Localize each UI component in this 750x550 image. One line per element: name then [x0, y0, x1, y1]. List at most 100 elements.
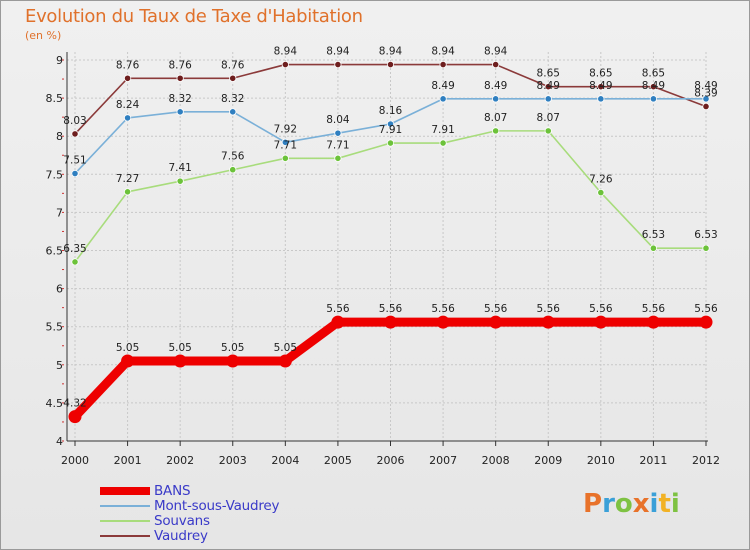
data-label: 7.56	[221, 151, 245, 163]
data-point	[597, 95, 605, 103]
y-tick-label: 9	[56, 54, 63, 67]
data-label: 8.76	[168, 59, 192, 71]
data-label: 8.65	[537, 68, 560, 80]
series-group	[68, 60, 713, 424]
data-label: 5.56	[484, 303, 508, 315]
y-tick-label: 5	[56, 359, 63, 372]
data-point	[121, 354, 135, 368]
logo-letter: x	[632, 489, 650, 519]
data-point	[594, 315, 608, 329]
data-label: 6.53	[694, 229, 717, 241]
data-point	[544, 127, 552, 135]
data-label: 7.27	[116, 173, 139, 185]
chart-title: Evolution du Taux de Taxe d'Habitation	[25, 6, 363, 27]
data-label: 7.71	[274, 139, 297, 151]
data-point	[386, 139, 395, 147]
data-label: 8.32	[221, 93, 244, 105]
x-tick-label: 2011	[639, 454, 667, 467]
x-tick-label: 2002	[166, 454, 194, 467]
data-point	[544, 95, 552, 103]
data-labels: 4.32 5.05 5.05 5.05 5.05 5.56 5.56 5.56 5.56 5.56…	[63, 46, 718, 410]
data-label: 8.49	[431, 80, 454, 92]
x-tick-label: 2010	[587, 454, 615, 467]
data-label: 8.65	[642, 68, 665, 80]
data-point	[702, 102, 710, 111]
legend-swatch	[100, 520, 150, 522]
data-point	[492, 127, 500, 135]
data-label: 5.56	[694, 303, 718, 315]
data-point	[597, 83, 605, 91]
data-label: 8.16	[379, 105, 403, 117]
data-label: 5.56	[537, 303, 561, 315]
data-label: 5.05	[221, 342, 244, 354]
data-point	[71, 130, 79, 138]
data-point	[123, 188, 132, 196]
data-label: 7.91	[431, 124, 454, 136]
chart-subtitle: (en %)	[25, 29, 62, 42]
data-label: 5.56	[589, 303, 613, 315]
data-point	[229, 166, 237, 174]
data-point	[597, 188, 605, 197]
data-point	[439, 60, 447, 69]
data-point	[541, 315, 555, 329]
y-tick-label: 7	[56, 206, 63, 219]
data-point	[278, 354, 292, 368]
data-point	[334, 60, 342, 69]
data-label: 7.71	[326, 139, 349, 151]
legend-label: Mont-sous-Vaudrey	[154, 498, 280, 514]
data-label: 5.56	[326, 303, 350, 315]
data-point	[176, 108, 184, 116]
data-label: 5.56	[642, 303, 666, 315]
x-tick-label: 2012	[692, 454, 720, 467]
data-label: 8.49	[484, 80, 507, 92]
data-point	[492, 95, 500, 103]
data-point	[439, 95, 447, 103]
data-label: 8.94	[379, 46, 403, 58]
data-point	[702, 95, 710, 103]
data-label: 5.56	[431, 303, 455, 315]
data-label: 7.91	[379, 124, 402, 136]
legend-swatch	[100, 535, 150, 537]
data-point	[176, 177, 184, 185]
data-point	[649, 95, 658, 103]
y-tick-label: 7.5	[46, 168, 64, 181]
data-label: 7.26	[589, 174, 613, 186]
data-point	[386, 120, 395, 128]
data-label: 8.94	[431, 46, 455, 58]
y-tick-label: 4.5	[46, 397, 64, 410]
data-point	[649, 244, 658, 252]
data-label: 8.04	[326, 114, 350, 126]
legend-swatch	[100, 487, 150, 495]
data-point	[489, 315, 503, 329]
data-point	[229, 74, 237, 82]
data-point	[436, 315, 450, 329]
x-tick-label: 2004	[271, 454, 299, 467]
data-point	[544, 83, 552, 91]
logo-letter: o	[614, 489, 633, 519]
data-label: 8.49	[537, 80, 560, 92]
y-tick-label: 6.5	[46, 245, 64, 258]
data-label: 7.51	[63, 155, 86, 167]
logo-letter: r	[602, 489, 615, 519]
data-point	[281, 60, 289, 69]
data-point	[123, 74, 132, 82]
data-point	[439, 139, 447, 147]
data-point	[226, 354, 240, 368]
logo-letter: P	[583, 489, 603, 519]
data-label: 6.35	[63, 243, 86, 255]
data-point	[281, 154, 289, 162]
data-point	[331, 315, 345, 329]
y-tick-label: 5.5	[46, 321, 64, 334]
data-label: 8.49	[589, 80, 612, 92]
proxiti-logo: Proxiti	[583, 489, 680, 519]
y-tick-label: 4	[56, 435, 63, 448]
data-point	[176, 74, 184, 82]
data-label: 8.32	[168, 93, 191, 105]
data-label: 5.05	[274, 342, 297, 354]
data-point	[492, 60, 500, 69]
data-label: 8.49	[694, 80, 717, 92]
logo-letter: i	[649, 489, 659, 519]
